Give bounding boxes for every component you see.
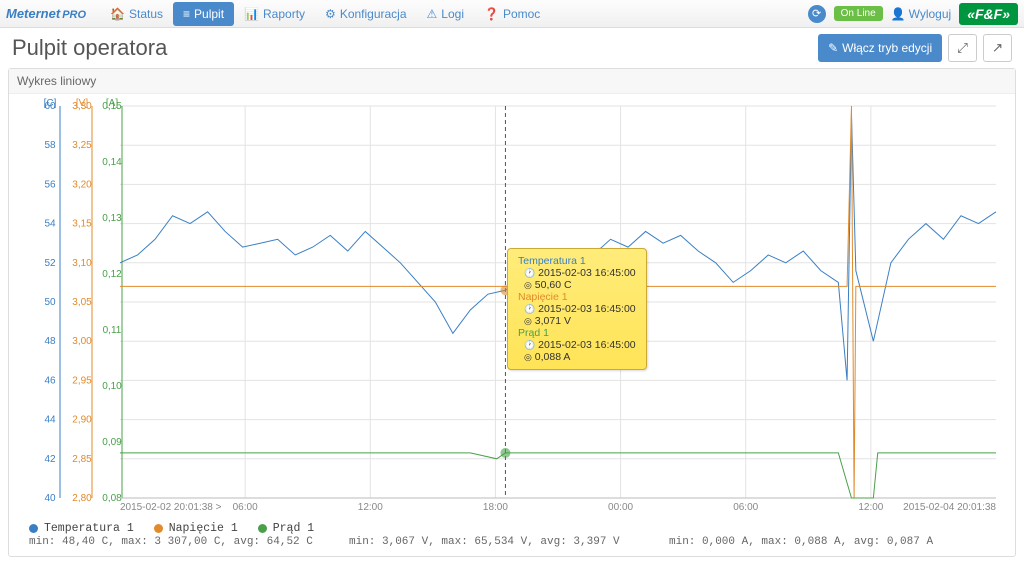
svg-text:2,85: 2,85 xyxy=(72,454,92,465)
ff-logo: «F&F» xyxy=(959,3,1018,25)
nav-konfiguracja[interactable]: ⚙Konfiguracja xyxy=(315,2,416,26)
brand-logo: MeternetPRO xyxy=(6,6,86,21)
svg-text:3,10: 3,10 xyxy=(72,258,92,269)
chart-legend: Temperatura 1 Napięcie 1 Prąd 1 xyxy=(17,518,1007,536)
nav-pomoc[interactable]: ❓Pomoc xyxy=(474,2,550,26)
svg-text:3,05: 3,05 xyxy=(72,297,92,308)
svg-text:2,80: 2,80 xyxy=(72,493,92,504)
svg-text:3,00: 3,00 xyxy=(72,336,92,347)
svg-text:60: 60 xyxy=(44,101,56,112)
svg-text:48: 48 xyxy=(44,336,56,347)
svg-text:42: 42 xyxy=(44,454,56,465)
svg-text:58: 58 xyxy=(44,140,56,151)
svg-text:06:00: 06:00 xyxy=(233,502,258,513)
popout-button[interactable]: ↗ xyxy=(983,34,1012,62)
panel-title: Wykres liniowy xyxy=(9,69,1015,94)
svg-text:2015-02-04 20:01:38: 2015-02-04 20:01:38 xyxy=(903,502,996,513)
svg-text:3,20: 3,20 xyxy=(72,179,92,190)
legend-item[interactable]: Temperatura 1 xyxy=(29,522,134,535)
nav-raporty[interactable]: 📊Raporty xyxy=(234,2,315,26)
svg-text:0,12: 0,12 xyxy=(102,269,122,280)
svg-text:46: 46 xyxy=(44,375,56,386)
edit-mode-button[interactable]: ✎ Włącz tryb edycji xyxy=(818,34,942,62)
svg-text:00:00: 00:00 xyxy=(608,502,633,513)
svg-text:18:00: 18:00 xyxy=(483,502,508,513)
chart-stats: min: 48,40 C, max: 3 307,00 C, avg: 64,5… xyxy=(17,536,1007,554)
user-icon: 👤 xyxy=(891,7,906,21)
page-title: Pulpit operatora xyxy=(12,35,167,61)
svg-text:12:00: 12:00 xyxy=(358,502,383,513)
svg-text:3,25: 3,25 xyxy=(72,140,92,151)
svg-text:56: 56 xyxy=(44,179,56,190)
svg-text:0,10: 0,10 xyxy=(102,381,122,392)
svg-text:06:00: 06:00 xyxy=(733,502,758,513)
svg-text:50: 50 xyxy=(44,297,56,308)
svg-text:2015-02-02 20:01:38 >: 2015-02-02 20:01:38 > xyxy=(120,502,222,513)
chart-tooltip: Temperatura 1🕐 2015-02-03 16:45:00◎ 50,6… xyxy=(507,248,647,370)
expand-button[interactable]: ⤢ xyxy=(948,34,977,62)
legend-item[interactable]: Prąd 1 xyxy=(258,522,314,535)
svg-text:0,13: 0,13 xyxy=(102,213,122,224)
chart-panel: Wykres liniowy [C]4042444648505254565860… xyxy=(8,68,1016,557)
page-header: Pulpit operatora ✎ Włącz tryb edycji ⤢ ↗ xyxy=(0,28,1024,66)
svg-text:52: 52 xyxy=(44,258,56,269)
svg-text:12:00: 12:00 xyxy=(858,502,883,513)
svg-text:40: 40 xyxy=(44,493,56,504)
logout-link[interactable]: 👤 Wyloguj xyxy=(891,7,952,21)
svg-text:54: 54 xyxy=(44,219,56,230)
svg-text:0,11: 0,11 xyxy=(103,325,122,336)
online-badge: On Line xyxy=(834,6,883,21)
svg-text:0,14: 0,14 xyxy=(102,157,122,168)
legend-item[interactable]: Napięcie 1 xyxy=(154,522,238,535)
svg-text:2,95: 2,95 xyxy=(72,375,92,386)
nav-logi[interactable]: ⚠Logi xyxy=(417,2,474,26)
svg-text:44: 44 xyxy=(44,415,56,426)
nav-status[interactable]: 🏠Status xyxy=(100,2,173,26)
svg-text:2,90: 2,90 xyxy=(72,415,92,426)
svg-text:0,09: 0,09 xyxy=(102,437,122,448)
line-chart[interactable]: [C]4042444648505254565860[V]2,802,852,90… xyxy=(17,98,1007,518)
sync-icon[interactable]: ⟳ xyxy=(808,5,826,23)
pencil-icon: ✎ xyxy=(828,41,838,55)
nav-pulpit[interactable]: ≡Pulpit xyxy=(173,2,234,26)
navbar: MeternetPRO 🏠Status≡Pulpit📊Raporty⚙Konfi… xyxy=(0,0,1024,28)
svg-text:3,15: 3,15 xyxy=(72,219,92,230)
svg-text:0,15: 0,15 xyxy=(102,101,122,112)
svg-text:3,30: 3,30 xyxy=(72,101,92,112)
